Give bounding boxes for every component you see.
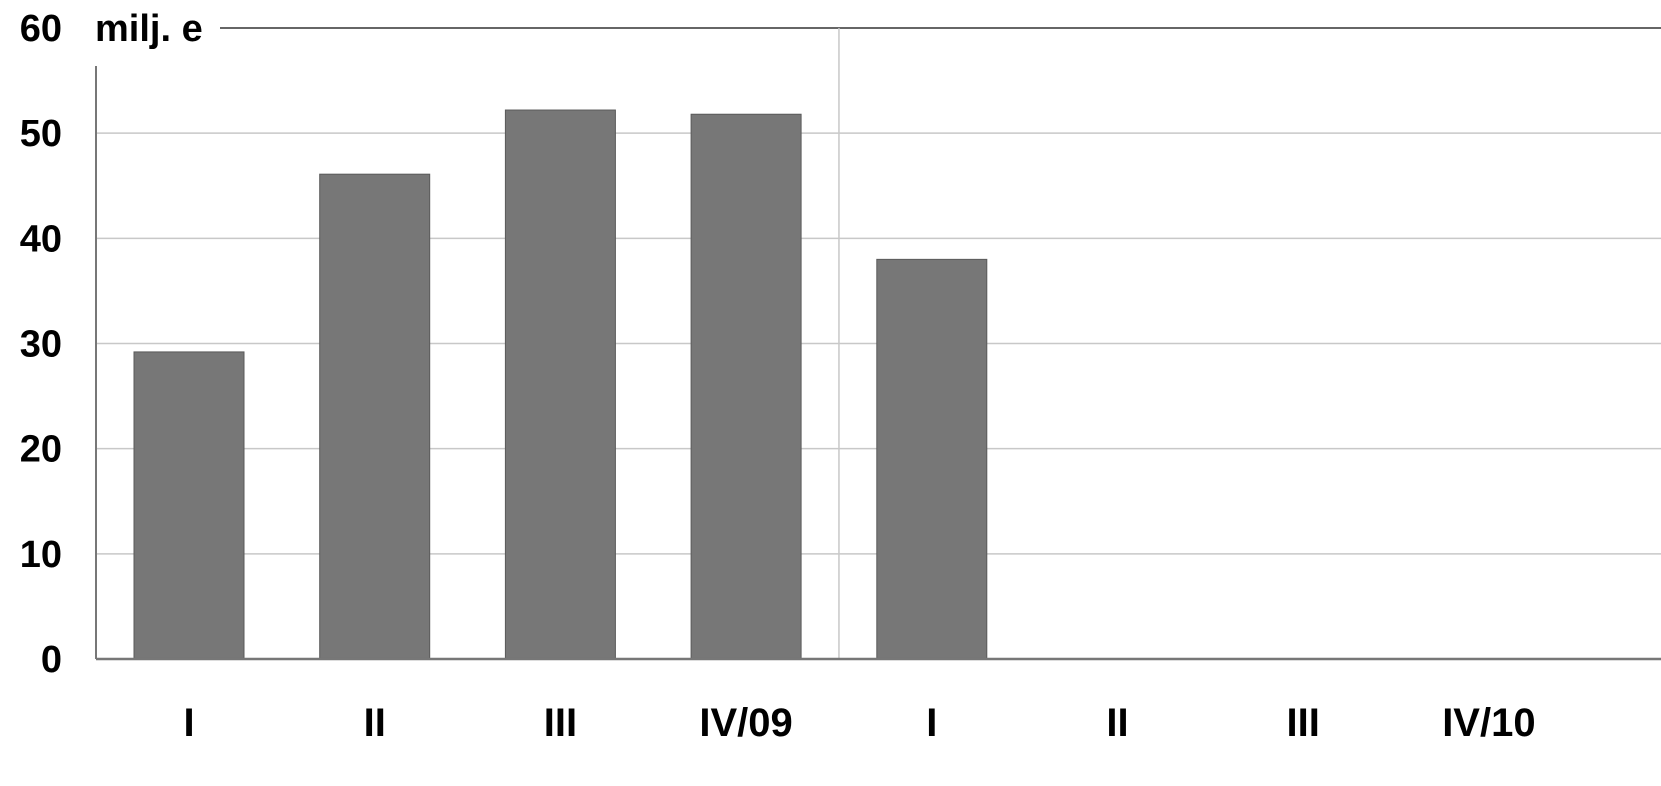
- y-tick-label-60: 60: [20, 8, 62, 50]
- y-tick-label-0: 0: [41, 639, 62, 681]
- y-tick-label-50: 50: [20, 113, 62, 155]
- x-tick-label-0: I: [183, 701, 194, 745]
- y-tick-label-10: 10: [20, 534, 62, 576]
- bars: [133, 109, 988, 660]
- x-tick-label-5: II: [1106, 701, 1128, 745]
- y-tick-label-20: 20: [20, 429, 62, 471]
- x-tick-label-7: IV/10: [1442, 701, 1535, 745]
- y-tick-label-40: 40: [20, 218, 62, 260]
- bar-II-1: [319, 173, 431, 660]
- x-tick-label-4: I: [926, 701, 937, 745]
- y-tick-label-30: 30: [20, 324, 62, 366]
- bar-I-4: [876, 258, 988, 660]
- axes: [95, 66, 1661, 661]
- x-tick-label-1: II: [364, 701, 386, 745]
- unit-label: milj. e: [95, 8, 203, 50]
- bar-IV/09-3: [690, 113, 802, 660]
- x-tick-label-3: IV/09: [699, 701, 792, 745]
- x-tick-label-2: III: [544, 701, 577, 745]
- bar-I-0: [133, 351, 245, 660]
- bar-III-2: [504, 109, 616, 660]
- x-tick-label-6: III: [1287, 701, 1320, 745]
